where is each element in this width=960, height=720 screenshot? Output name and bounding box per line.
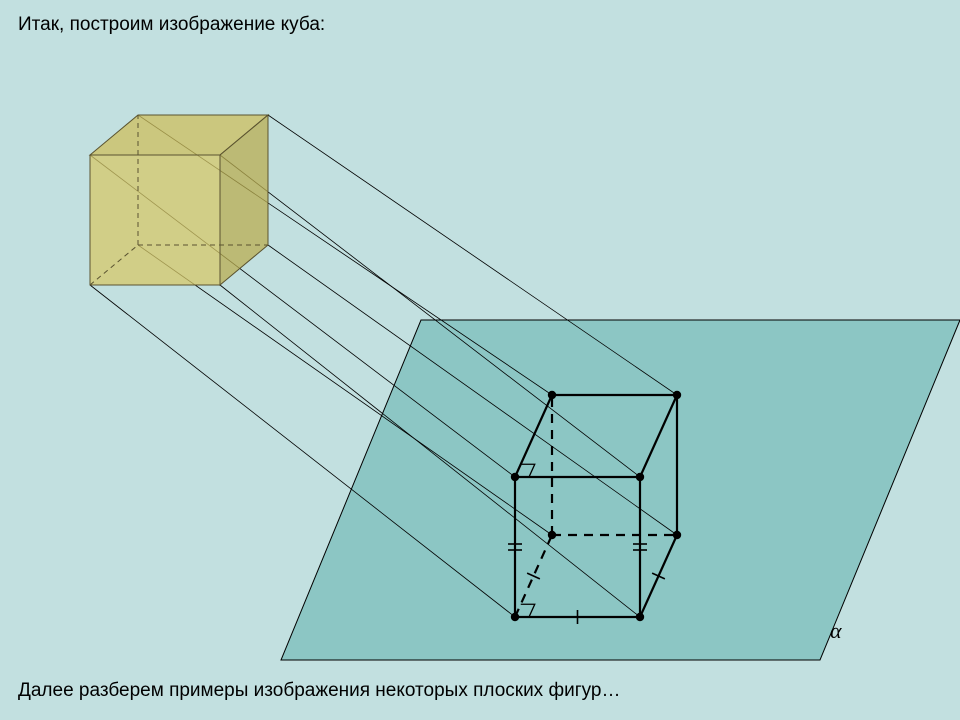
svg-text:α: α [830,618,842,643]
title-text: Итак, построим изображение куба: [18,14,325,36]
diagram-svg: α [0,0,960,720]
footer-text: Далее разберем примеры изображения некот… [18,680,621,702]
diagram-stage: α Итак, построим изображение куба: Далее… [0,0,960,720]
